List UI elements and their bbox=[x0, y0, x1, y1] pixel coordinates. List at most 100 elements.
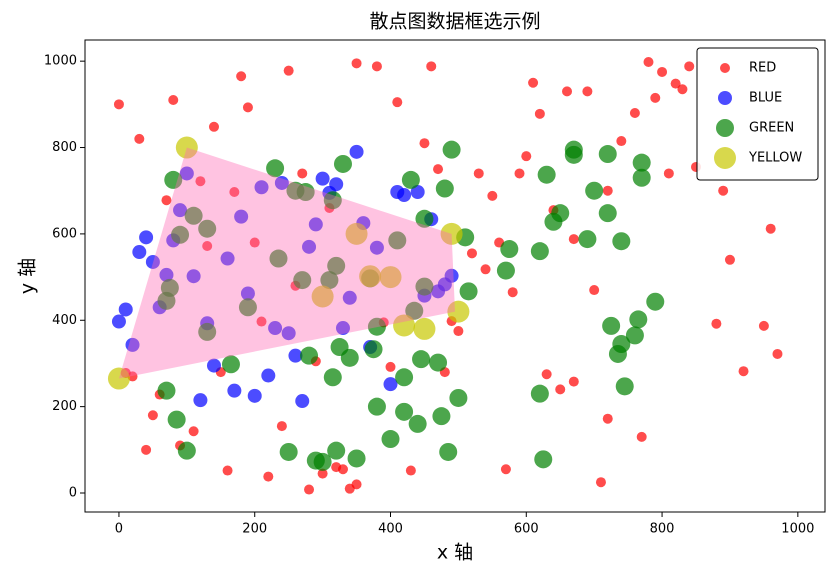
scatter-point bbox=[395, 368, 414, 387]
scatter-point bbox=[439, 442, 458, 461]
x-tick-label: 200 bbox=[242, 522, 267, 537]
scatter-point bbox=[340, 348, 359, 367]
scatter-point bbox=[393, 314, 416, 337]
scatter-point bbox=[459, 282, 478, 301]
scatter-point bbox=[480, 264, 491, 275]
scatter-point bbox=[534, 108, 545, 119]
legend-box bbox=[696, 47, 819, 181]
scatter-point bbox=[159, 267, 174, 282]
scatter-point bbox=[388, 231, 407, 250]
scatter-point bbox=[141, 444, 152, 455]
scatter-point bbox=[229, 187, 240, 198]
scatter-point bbox=[227, 383, 242, 398]
scatter-point bbox=[302, 239, 317, 254]
scatter-point bbox=[397, 188, 412, 203]
scatter-point bbox=[168, 95, 179, 106]
x-tick-label: 600 bbox=[514, 522, 539, 537]
scatter-point bbox=[371, 61, 382, 72]
scatter-point bbox=[632, 168, 651, 187]
scatter-point bbox=[412, 350, 431, 369]
x-axis-label: x 轴 bbox=[437, 542, 473, 564]
scatter-point bbox=[327, 256, 346, 275]
chart-title: 散点图数据框选示例 bbox=[369, 11, 540, 33]
scatter-point bbox=[242, 102, 253, 113]
scatter-point bbox=[323, 191, 342, 210]
scatter-point bbox=[315, 171, 330, 186]
scatter-point bbox=[453, 326, 464, 337]
scatter-point bbox=[236, 71, 247, 82]
scatter-point bbox=[296, 183, 315, 202]
scatter-point bbox=[466, 248, 477, 259]
scatter-point bbox=[612, 232, 631, 251]
scatter-point bbox=[440, 222, 463, 245]
scatter-point bbox=[473, 168, 484, 179]
scatter-point bbox=[342, 290, 357, 305]
scatter-point bbox=[405, 465, 416, 476]
scatter-point bbox=[615, 377, 634, 396]
scatter-point bbox=[281, 326, 296, 341]
scatter-point bbox=[193, 393, 208, 408]
scatter-point bbox=[718, 185, 729, 196]
scatter-point bbox=[415, 209, 434, 228]
scatter-point bbox=[724, 254, 735, 265]
scatter-point bbox=[279, 442, 298, 461]
scatter-point bbox=[349, 144, 364, 159]
legend-label: RED bbox=[749, 61, 776, 76]
scatter-point bbox=[323, 368, 342, 387]
plot-frame bbox=[84, 39, 826, 513]
legend-label: BLUE bbox=[749, 91, 782, 106]
scatter-point bbox=[433, 164, 444, 175]
scatter-point bbox=[198, 219, 217, 238]
y-tick-label: 200 bbox=[52, 399, 77, 414]
scatter-point bbox=[765, 223, 776, 234]
scatter-point bbox=[496, 261, 515, 280]
scatter-point bbox=[530, 242, 549, 261]
scatter-point bbox=[186, 269, 201, 284]
scatter-point bbox=[247, 388, 262, 403]
scatter-point bbox=[317, 468, 328, 479]
scatter-point bbox=[415, 277, 434, 296]
scatter-point bbox=[408, 414, 427, 433]
scatter-point bbox=[308, 217, 323, 232]
scatter-point bbox=[313, 452, 332, 471]
scatter-point bbox=[175, 136, 198, 159]
scatter-point bbox=[147, 410, 158, 421]
scatter-point bbox=[758, 320, 769, 331]
scatter-point bbox=[240, 286, 255, 301]
scatter-point bbox=[208, 121, 219, 132]
scatter-point bbox=[369, 240, 384, 255]
scatter-point bbox=[347, 449, 366, 468]
scatter-point bbox=[161, 195, 172, 206]
scatter-point bbox=[629, 310, 648, 329]
scatter-point bbox=[598, 145, 617, 164]
scatter-point bbox=[657, 66, 668, 77]
scatter-point bbox=[263, 471, 274, 482]
scatter-point bbox=[636, 431, 647, 442]
scatter-point bbox=[311, 285, 334, 308]
scatter-point bbox=[650, 92, 661, 103]
scatter-point bbox=[677, 84, 688, 95]
scatter-point bbox=[276, 421, 287, 432]
legend-label: YELLOW bbox=[748, 151, 802, 166]
scatter-point bbox=[297, 168, 308, 179]
scatter-point bbox=[419, 138, 430, 149]
scatter-point bbox=[632, 153, 651, 172]
scatter-point bbox=[528, 77, 539, 88]
y-tick-label: 1000 bbox=[44, 54, 77, 69]
legend-marker bbox=[718, 91, 732, 105]
scatter-point bbox=[646, 292, 665, 311]
scatter-point bbox=[449, 388, 468, 407]
x-tick-label: 400 bbox=[378, 522, 403, 537]
scatter-point bbox=[537, 165, 556, 184]
scatter-point bbox=[160, 278, 179, 297]
scatter-point bbox=[283, 65, 294, 76]
scatter-point bbox=[379, 266, 402, 289]
scatter-point bbox=[663, 168, 674, 179]
scatter-point bbox=[555, 384, 566, 395]
scatter-point bbox=[367, 317, 386, 336]
scatter-point bbox=[432, 407, 451, 426]
scatter-point bbox=[385, 361, 396, 372]
scatter-point bbox=[333, 154, 352, 173]
scatter-point bbox=[413, 317, 436, 340]
